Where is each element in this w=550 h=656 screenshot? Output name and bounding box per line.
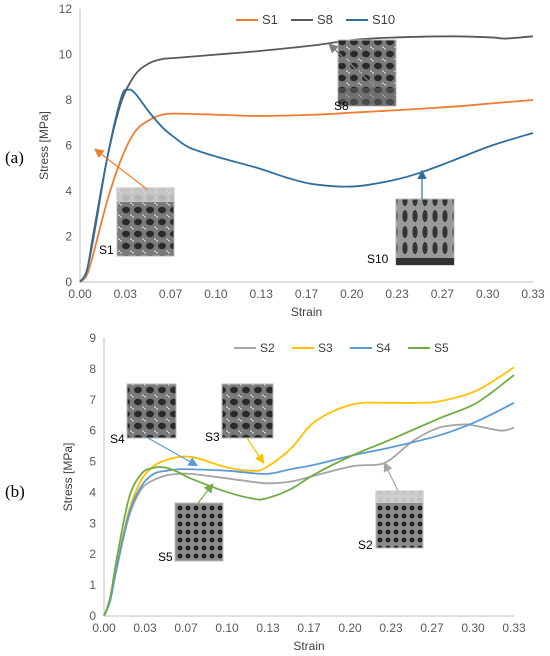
y-tick-label: 9 <box>89 331 96 345</box>
y-tick-label: 0 <box>65 275 72 289</box>
y-tick-label: 6 <box>65 139 72 153</box>
x-tick-label: 0.07 <box>174 621 198 635</box>
y-axis-label: Stress [MPa] <box>61 443 75 512</box>
series-line-s3 <box>103 366 515 617</box>
arrow-s4 <box>147 437 199 467</box>
arrow-s8 <box>328 43 376 88</box>
chart-b: 0 1 2 3 4 5 6 7 8 9 0.00 0.03 0.07 0.10 0.13 0.17 0.20 0.… <box>61 331 526 653</box>
x-tick-label: 0.13 <box>256 621 280 635</box>
y-tick-label: 7 <box>89 393 96 407</box>
annotation-s5: S5 <box>158 550 173 564</box>
chart-a: 0 2 4 6 8 10 12 0.00 0.03 0.07 0.10 0.13 0.17 0.20 0.2… <box>37 2 545 319</box>
y-tick-label: 4 <box>65 184 72 198</box>
x-tick-label: 0.00 <box>92 621 116 635</box>
y-tick-label: 0 <box>89 609 96 623</box>
legend-label-s10: S10 <box>372 12 395 27</box>
y-tick-label: 5 <box>89 455 96 469</box>
y-tick-label: 1 <box>89 578 96 592</box>
x-tick-label: 0.27 <box>420 621 444 635</box>
x-tick-label: 0.23 <box>379 621 403 635</box>
legend-label-s5: S5 <box>434 341 449 355</box>
annotation-s4: S4 <box>110 432 125 446</box>
x-tick-label: 0.33 <box>502 621 526 635</box>
y-tick-label: 10 <box>59 48 73 62</box>
sample-photo-s3 <box>221 383 274 439</box>
x-axis-label: Strain <box>293 639 324 653</box>
sample-photo-s8 <box>337 39 397 107</box>
series-line-s5 <box>103 374 515 617</box>
x-tick-label: 0.00 <box>68 287 92 301</box>
sample-photo-s10 <box>395 198 455 266</box>
x-tick-label: 0.30 <box>461 621 485 635</box>
y-tick-label: 3 <box>89 516 96 530</box>
y-tick-label: 2 <box>89 547 96 561</box>
annotation-s10: S10 <box>367 252 389 266</box>
x-tick-label: 0.20 <box>338 621 362 635</box>
annotation-s3: S3 <box>205 430 220 444</box>
x-axis-label: Strain <box>291 305 322 319</box>
series-line-s1 <box>79 99 534 283</box>
y-tick-label: 6 <box>89 424 96 438</box>
x-tick-label: 0.17 <box>295 287 319 301</box>
x-tick-label: 0.23 <box>385 287 409 301</box>
legend-label-s3: S3 <box>318 341 333 355</box>
y-tick-label: 2 <box>65 230 72 244</box>
annotations: S8 S1 S10 S4 S3 S5 S2 <box>94 43 427 564</box>
arrow-s1 <box>94 148 149 191</box>
x-tick-label: 0.20 <box>340 287 364 301</box>
x-tick-label: 0.27 <box>431 287 455 301</box>
annotation-s2: S2 <box>358 538 373 552</box>
sample-photo-s4 <box>126 383 177 439</box>
y-tick-label: 8 <box>65 93 72 107</box>
sample-photo-s5 <box>174 502 224 562</box>
legend-label-s1: S1 <box>262 12 278 27</box>
panel-label-b: (b) <box>5 482 25 501</box>
series-line-s2 <box>103 423 515 617</box>
x-tick-label: 0.03 <box>133 621 157 635</box>
legend-label-s8: S8 <box>317 12 333 27</box>
series-line-s4 <box>103 402 515 617</box>
x-tick-label: 0.03 <box>114 287 138 301</box>
series-line-s10 <box>79 88 534 283</box>
panel-label-a: (a) <box>5 148 24 167</box>
arrow-s2 <box>383 461 399 492</box>
x-tick-label: 0.10 <box>215 621 239 635</box>
x-tick-label: 0.07 <box>159 287 183 301</box>
y-axis-label: Stress [MPa] <box>37 111 51 180</box>
annotation-s8: S8 <box>334 99 349 113</box>
legend-label-s4: S4 <box>376 341 391 355</box>
x-tick-label: 0.10 <box>204 287 228 301</box>
y-tick-label: 4 <box>89 485 96 499</box>
sample-photo-s1 <box>116 187 175 257</box>
x-tick-label: 0.13 <box>250 287 274 301</box>
annotation-s1: S1 <box>99 243 114 257</box>
legend-label-s2: S2 <box>260 341 275 355</box>
sample-photo-s2 <box>375 490 424 549</box>
x-tick-label: 0.33 <box>521 287 545 301</box>
y-tick-label: 12 <box>59 2 73 16</box>
arrow-s3 <box>246 437 265 464</box>
arrow-s5 <box>197 483 214 504</box>
y-tick-label: 8 <box>89 362 96 376</box>
x-tick-label: 0.17 <box>297 621 321 635</box>
x-tick-label: 0.30 <box>476 287 500 301</box>
